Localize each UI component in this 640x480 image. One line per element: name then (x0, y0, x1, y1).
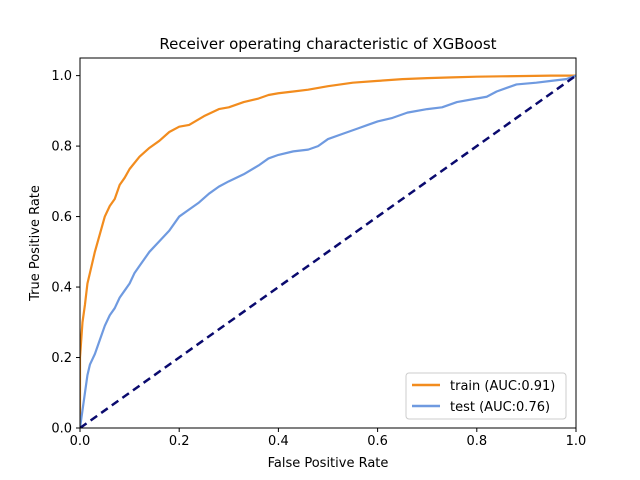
y-axis-ticks: 0.0 0.2 0.4 0.6 0.8 1.0 (51, 69, 80, 437)
y-tick-label: 1.0 (51, 69, 72, 84)
plot-frame (79, 57, 577, 429)
y-axis-title: True Positive Rate (28, 185, 43, 302)
x-tick-label: 0.8 (466, 434, 487, 449)
legend-label-train: train (AUC:0.91) (450, 379, 555, 394)
legend-label-test: test (AUC:0.76) (450, 400, 550, 415)
y-tick-label: 0.8 (51, 140, 72, 155)
x-tick-label: 0.2 (169, 434, 190, 449)
y-tick-label: 0.0 (51, 422, 72, 437)
x-axis-title: False Positive Rate (268, 456, 389, 471)
x-tick-label: 0.4 (268, 434, 289, 449)
series-line-test (80, 74, 576, 428)
y-tick-label: 0.4 (51, 281, 72, 296)
legend: train (AUC:0.91) test (AUC:0.76) (405, 372, 567, 420)
chart-title: Receiver operating characteristic of XGB… (159, 35, 496, 53)
y-tick-label: 0.2 (51, 351, 72, 366)
x-tick-label: 1.0 (566, 434, 587, 449)
x-tick-label: 0.0 (70, 434, 91, 449)
x-tick-label: 0.6 (367, 434, 388, 449)
y-tick-label: 0.6 (51, 210, 72, 225)
series-line-train (80, 74, 576, 428)
plot-lines (80, 74, 576, 428)
diagonal-reference-line (80, 74, 576, 428)
x-axis-ticks: 0.0 0.2 0.4 0.6 0.8 1.0 (70, 428, 587, 449)
legend-box (405, 372, 567, 420)
